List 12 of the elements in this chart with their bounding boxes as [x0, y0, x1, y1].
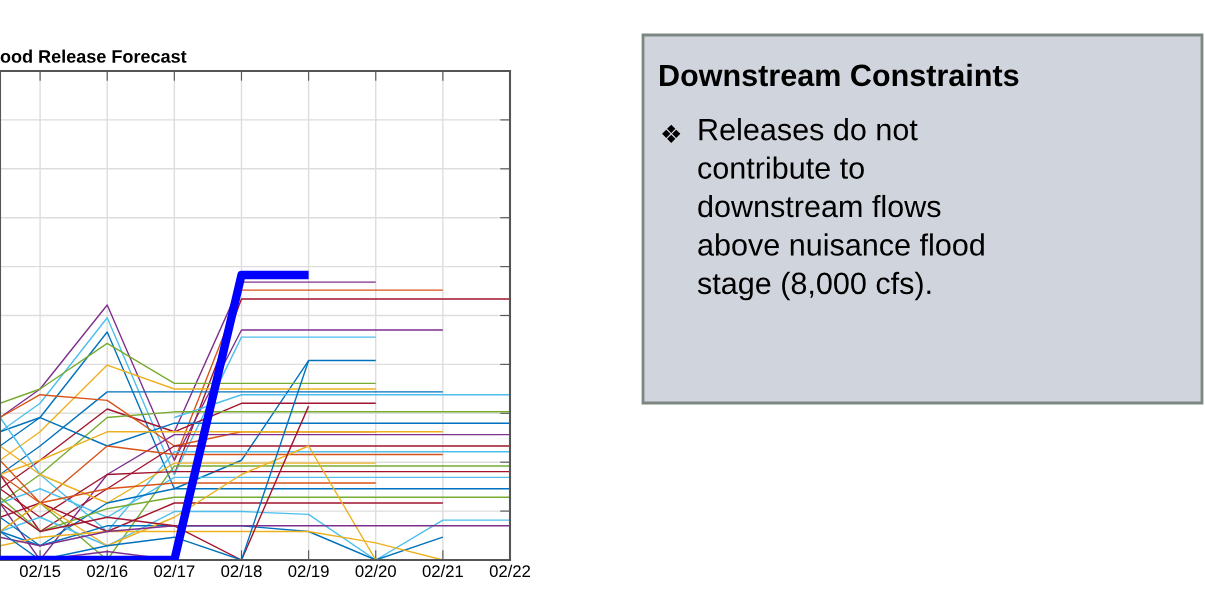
- x-tick-label: 02/16: [87, 564, 128, 578]
- x-tick-label: 02/22: [489, 564, 531, 578]
- x-tick-label: 02/17: [154, 564, 195, 578]
- chart-title: ood Release Forecast: [0, 49, 187, 63]
- text: Downstream Constraints: [660, 63, 1019, 87]
- x-tick-label: 02/15: [19, 564, 61, 578]
- x-tick-label: 02/21: [422, 564, 463, 578]
- x-tick-label: 02/19: [288, 564, 329, 578]
- x-tick-label: 02/18: [221, 564, 262, 578]
- text: Releases do not contribute to downstream flows above nuisance flood stage (8,000 cfs).: [697, 118, 984, 301]
- text: ❖: [662, 124, 681, 143]
- x-tick-label: 02/20: [355, 564, 396, 578]
